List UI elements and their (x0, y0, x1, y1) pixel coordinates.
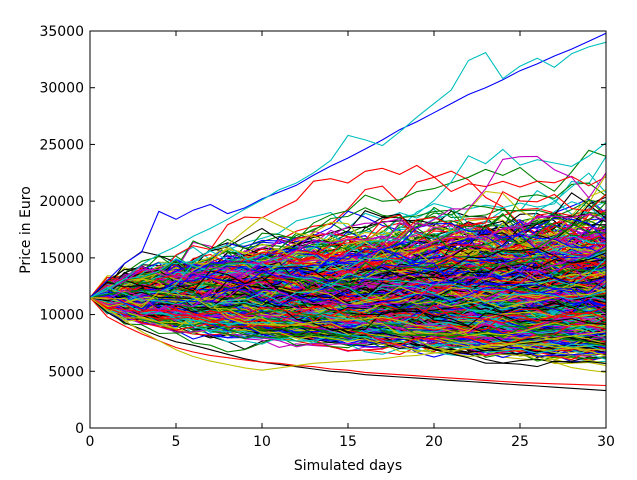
x-tick-label: 10 (253, 434, 271, 450)
series-line (90, 286, 606, 318)
x-tick-label: 15 (339, 434, 357, 450)
highlighted-series-line (90, 297, 606, 392)
x-tick-label: 5 (172, 434, 181, 450)
series-line (90, 296, 606, 354)
series-line (90, 265, 606, 322)
y-tick-label: 25000 (39, 137, 84, 153)
series-line (90, 297, 606, 334)
series-line (90, 297, 606, 324)
series-line (90, 297, 606, 348)
x-tick-label: 20 (425, 434, 443, 450)
x-tick-label: 0 (86, 434, 95, 450)
series-line (90, 297, 606, 332)
series-line (90, 249, 606, 327)
y-tick-label: 10000 (39, 308, 84, 324)
series-line (90, 291, 606, 331)
ticks-layer: 0 5 10 15 20 25 30 0 5000 10000 15000 20000 25000 300… (39, 24, 614, 450)
series-line (90, 249, 606, 299)
x-tick-label: 25 (511, 434, 529, 450)
highlighted-series-line (90, 297, 606, 387)
series-line (90, 248, 606, 301)
series-line (90, 211, 606, 299)
series-line (90, 258, 606, 299)
series-line (90, 253, 606, 305)
y-tick-label: 20000 (39, 194, 84, 210)
y-tick-label: 15000 (39, 251, 84, 267)
series-line (90, 244, 606, 311)
y-tick-label: 5000 (48, 364, 84, 380)
series-line (90, 297, 606, 351)
highlighted-series-line (90, 32, 606, 298)
series-line (90, 244, 606, 305)
y-axis-title: Price in Euro (18, 186, 34, 274)
y-tick-label: 35000 (39, 24, 84, 40)
series-line (90, 278, 606, 310)
series-line (90, 276, 606, 309)
y-tick-label: 30000 (39, 81, 84, 97)
y-tick-label: 0 (75, 421, 84, 437)
x-axis-title: Simulated days (294, 458, 402, 474)
series-layer (90, 32, 606, 392)
series-line (90, 286, 606, 339)
series-line (90, 213, 606, 299)
series-line (90, 164, 606, 299)
series-line (90, 291, 606, 337)
series-line (90, 286, 606, 334)
highlighted-series-line (90, 297, 606, 371)
x-tick-label: 30 (597, 434, 615, 450)
series-line (90, 288, 606, 347)
highlighted-series-line (90, 41, 606, 299)
